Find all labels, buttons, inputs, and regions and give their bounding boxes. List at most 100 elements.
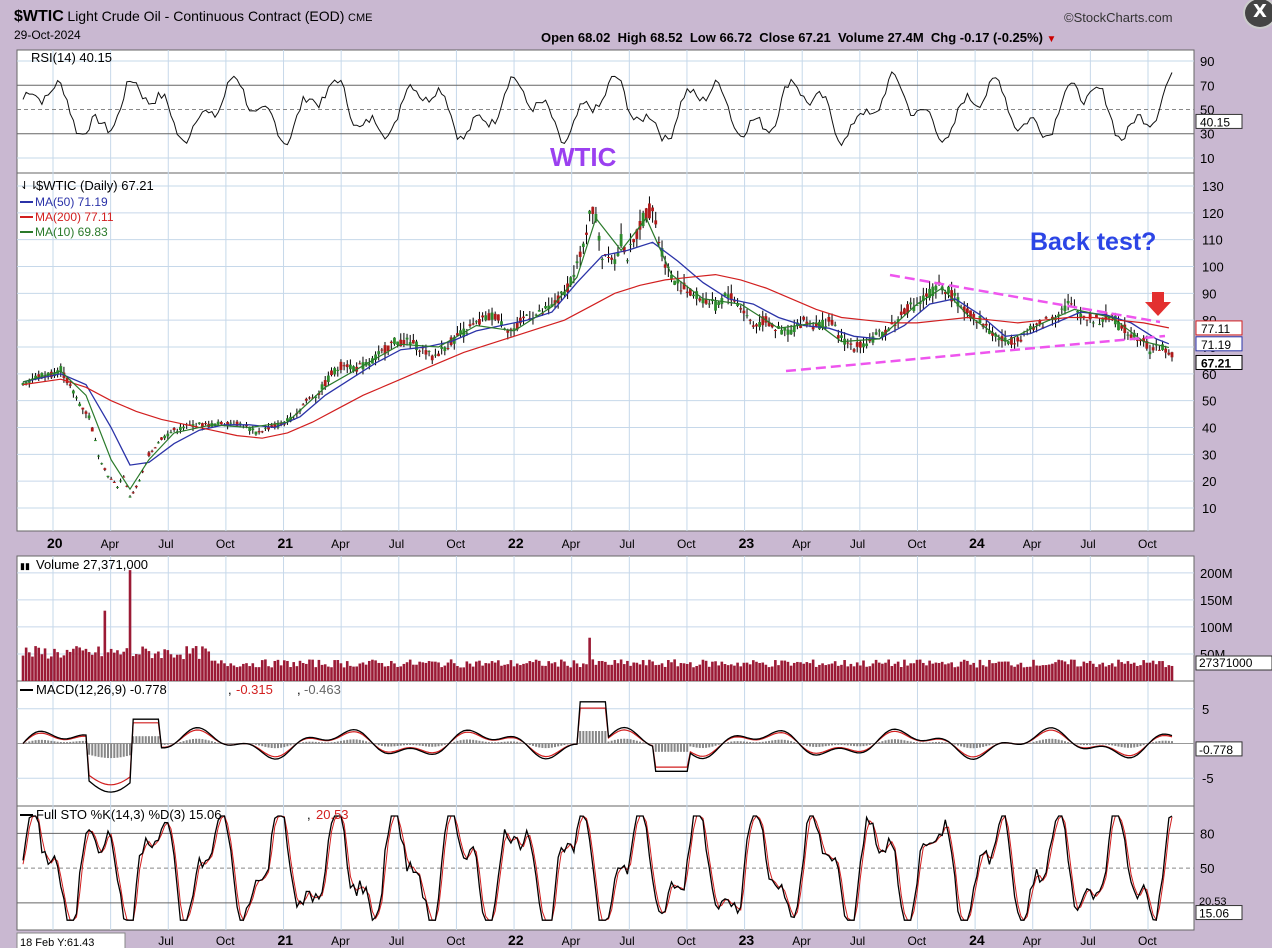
sto-x-label: Jul xyxy=(389,934,404,948)
volume-bar xyxy=(377,662,381,681)
macd-histogram-bar xyxy=(837,743,840,745)
macd-histogram-bar xyxy=(708,743,711,748)
price-candle-body xyxy=(522,316,525,319)
volume-bar xyxy=(131,656,135,681)
price-candle-body xyxy=(1035,323,1039,325)
price-candle-body xyxy=(581,243,585,248)
macd-histogram-bar xyxy=(982,743,985,747)
macd-histogram-bar xyxy=(727,742,730,744)
macd-histogram-bar xyxy=(541,743,544,748)
volume-bar xyxy=(380,663,384,681)
macd-histogram-bar xyxy=(434,743,437,747)
price-candle-body xyxy=(984,323,988,326)
price-candle-body xyxy=(150,450,154,452)
price-candle-body xyxy=(273,424,277,428)
price-candle-body xyxy=(84,411,88,414)
price-candle-body xyxy=(836,335,840,339)
macd-histogram-bar xyxy=(1130,743,1133,748)
macd-line xyxy=(22,701,1173,793)
macd-histogram-bar xyxy=(1161,740,1164,744)
macd-histogram-bar xyxy=(607,741,610,744)
volume-bar xyxy=(1003,661,1007,681)
volume-bar xyxy=(692,667,695,681)
macd-histogram-bar xyxy=(1111,743,1114,746)
volume-bar xyxy=(525,663,528,681)
macd-histogram-bar xyxy=(217,742,220,744)
price-candle-body xyxy=(323,380,327,387)
price-candle-body xyxy=(156,442,160,444)
volume-bar xyxy=(676,666,680,681)
macd-histogram-bar xyxy=(698,743,701,748)
macd-histogram-bar xyxy=(129,743,132,756)
volume-bar xyxy=(1126,661,1130,681)
macd-histogram-bar xyxy=(613,739,616,744)
volume-bar xyxy=(944,664,947,681)
price-tick-label: 110 xyxy=(1202,233,1223,248)
macd-histogram-bar xyxy=(270,743,273,748)
price-candle-body xyxy=(160,437,163,440)
volume-bar xyxy=(361,662,365,681)
macd-histogram-bar xyxy=(97,743,100,757)
macd-histogram-bar xyxy=(569,743,572,745)
macd-histogram-bar xyxy=(531,743,534,746)
price-candle-body xyxy=(138,480,141,482)
price-candle-body xyxy=(418,350,422,352)
volume-bar xyxy=(1038,665,1042,681)
volume-bar xyxy=(903,659,906,681)
macd-value: -0.778 xyxy=(1199,743,1233,757)
price-candle-body xyxy=(525,314,529,316)
volume-bar xyxy=(270,667,273,681)
macd-histogram-bar xyxy=(626,738,629,744)
price-candle-body xyxy=(692,294,695,297)
price-candle-body xyxy=(846,342,850,344)
macd-histogram-bar xyxy=(535,743,538,747)
sto-x-label: Jul xyxy=(1080,934,1095,948)
price-candle-body xyxy=(962,306,966,313)
macd-histogram-bar xyxy=(664,743,667,752)
macd-histogram-bar xyxy=(280,743,283,748)
macd-histogram-bar xyxy=(752,742,755,744)
price-candle-body xyxy=(578,251,582,257)
price-candle-body xyxy=(402,340,406,345)
macd-histogram-bar xyxy=(610,740,613,744)
volume-bar xyxy=(774,660,777,681)
sto-x-label: Apr xyxy=(331,934,350,948)
volume-bar xyxy=(792,662,796,681)
volume-bar xyxy=(991,663,994,681)
volume-bar xyxy=(818,664,821,681)
price-candle-body xyxy=(550,304,554,307)
macd-histogram-bar xyxy=(267,743,270,748)
macd-histogram-bar xyxy=(151,736,154,744)
price-candle-body xyxy=(1145,341,1149,349)
volume-bar xyxy=(465,661,469,681)
macd-histogram-bar xyxy=(380,743,383,746)
price-candle-body xyxy=(600,258,604,261)
macd-sep2: , xyxy=(297,682,301,697)
volume-bar xyxy=(824,665,828,681)
price-candle-body xyxy=(780,329,784,335)
price-candle-body xyxy=(27,380,31,383)
price-x-label: Apr xyxy=(101,537,120,551)
macd-histogram-bar xyxy=(469,739,472,744)
price-tick-label: 30 xyxy=(1202,447,1216,462)
macd-histogram-bar xyxy=(1089,743,1092,745)
price-candle-body xyxy=(197,422,201,424)
price-candle-body xyxy=(915,304,919,306)
volume-bar xyxy=(210,660,214,681)
price-candle-body xyxy=(374,354,377,360)
volume-bar xyxy=(956,666,960,681)
macd-histogram-bar xyxy=(893,739,896,744)
price-candle-body xyxy=(840,335,843,338)
price-candle-body xyxy=(493,313,497,320)
close-button[interactable]: X xyxy=(1243,0,1272,29)
price-candle-body xyxy=(849,343,853,345)
price-candle-body xyxy=(87,415,91,419)
price-tick-label: 60 xyxy=(1202,367,1216,382)
volume-tick-label: 200M xyxy=(1200,566,1233,581)
volume-bar xyxy=(440,667,443,681)
macd-histogram-bar xyxy=(147,736,150,744)
macd-histogram-bar xyxy=(793,741,796,744)
rsi-tick-label: 50 xyxy=(1200,103,1214,118)
volume-bar xyxy=(163,649,166,681)
macd-histogram-bar xyxy=(897,739,900,744)
